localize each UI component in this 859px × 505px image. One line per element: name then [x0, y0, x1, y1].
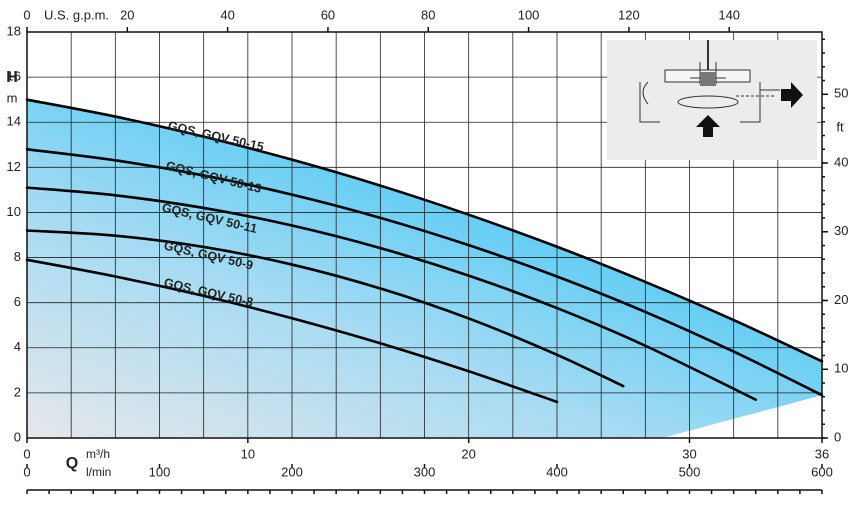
pump-curve	[25, 186, 758, 401]
x2-tick-label: 40	[220, 7, 234, 22]
y-unit: m	[7, 90, 18, 105]
y2-tick-label: 10	[834, 361, 848, 376]
y2-unit: ft	[836, 119, 844, 134]
x3-tick-label: 100	[149, 464, 171, 479]
x-tick-label: 30	[682, 446, 696, 461]
x-axis-label: Q	[66, 455, 78, 472]
y2-tick-label: 0	[834, 429, 841, 444]
x3-unit: l/min	[86, 465, 111, 479]
x2-tick-label: 140	[718, 7, 740, 22]
x3-tick-label: 0	[23, 464, 30, 479]
pump-curve	[25, 147, 824, 397]
x2-tick-label: 100	[518, 7, 540, 22]
y-tick-label: 0	[14, 429, 21, 444]
x3-tick-label: 200	[281, 464, 303, 479]
x-tick-label: 0	[23, 446, 30, 461]
pump-curve	[25, 98, 824, 363]
y2-tick-label: 20	[834, 292, 848, 307]
y-tick-label: 2	[14, 384, 21, 399]
x-tick-label: 10	[241, 446, 255, 461]
y-tick-label: 12	[7, 159, 21, 174]
x2-tick-label: 80	[421, 7, 435, 22]
x3-tick-label: 300	[414, 464, 436, 479]
x2-tick-label: 20	[120, 7, 134, 22]
pump-diagram	[607, 40, 817, 160]
x2-tick-label: 120	[618, 7, 640, 22]
pump-curve	[25, 229, 625, 388]
x2-tick-label: 60	[321, 7, 335, 22]
y-tick-label: 8	[14, 249, 21, 264]
x2-tick-label: 0	[23, 7, 30, 22]
pump-curve	[25, 258, 559, 404]
y2-tick-label: 50	[834, 86, 848, 101]
y-tick-label: 4	[14, 339, 21, 354]
y-axis-label: H	[6, 69, 18, 86]
x2-axis-label: U.S. g.p.m.	[44, 7, 109, 22]
x-tick-label: 20	[461, 446, 475, 461]
plot-frame	[26, 31, 823, 439]
x3-tick-label: 600	[811, 464, 833, 479]
x3-tick-label: 400	[546, 464, 568, 479]
y-tick-label: 18	[7, 23, 21, 38]
y-tick-label: 16	[7, 69, 21, 84]
y2-tick-label: 30	[834, 223, 848, 238]
y-tick-label: 10	[7, 204, 21, 219]
x3-tick-label: 500	[679, 464, 701, 479]
y-tick-label: 6	[14, 294, 21, 309]
x-tick-label: 36	[815, 446, 829, 461]
x-unit: m³/h	[86, 447, 110, 461]
y-tick-label: 14	[7, 114, 21, 129]
y2-tick-label: 40	[834, 154, 848, 169]
